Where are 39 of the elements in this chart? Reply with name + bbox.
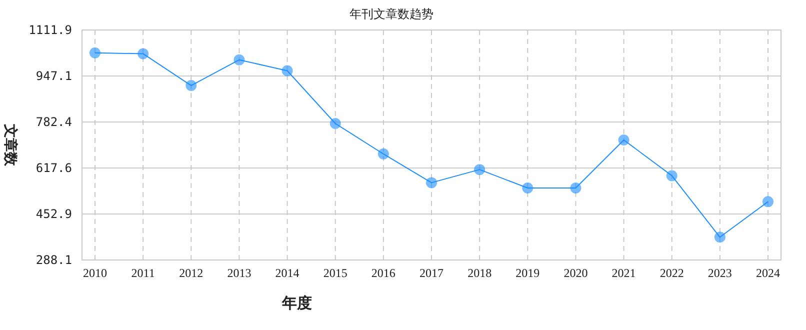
x-tick-label: 2019 (516, 266, 540, 280)
x-tick-label: 2020 (564, 266, 588, 280)
y-tick-label: 617.6 (36, 161, 72, 176)
y-tick-label: 782.4 (36, 114, 72, 129)
x-tick-label: 2024 (756, 266, 780, 280)
x-tick-label: 2010 (83, 266, 107, 280)
point (282, 65, 293, 76)
point (330, 118, 341, 129)
y-tick-label: 452.9 (36, 206, 72, 221)
point (522, 182, 534, 194)
x-tick-label: 2013 (227, 266, 252, 280)
x-tick-label: 2021 (612, 266, 636, 280)
point (138, 48, 149, 60)
x-axis-title: 年度 (281, 294, 312, 312)
x-tick-label: 2014 (275, 266, 300, 280)
chart-title: 年刊文章数趋势 (350, 7, 434, 21)
point (618, 134, 630, 146)
x-tick-label: 2017 (420, 266, 444, 280)
point (714, 232, 726, 243)
x-tick-label: 2018 (468, 266, 492, 280)
point (186, 80, 197, 92)
x-tick-label: 2016 (371, 266, 396, 280)
point (666, 170, 678, 182)
point (234, 54, 245, 66)
point (426, 177, 437, 188)
x-tick-label: 2015 (323, 266, 348, 280)
x-tick-label: 2012 (179, 266, 204, 280)
point (474, 164, 486, 176)
point (90, 47, 100, 58)
y-tick-label: 1111.9 (28, 23, 72, 37)
point (378, 148, 389, 160)
x-tick-label: 2023 (708, 266, 732, 280)
y-tick-label: 288.1 (36, 253, 72, 267)
x-tick-label: 2022 (660, 266, 684, 280)
y-tick-label: 947.1 (36, 69, 72, 84)
point (762, 196, 774, 208)
x-tick-label: 2011 (131, 266, 155, 280)
point (570, 182, 582, 194)
y-axis-title: 文章数 (2, 123, 19, 167)
